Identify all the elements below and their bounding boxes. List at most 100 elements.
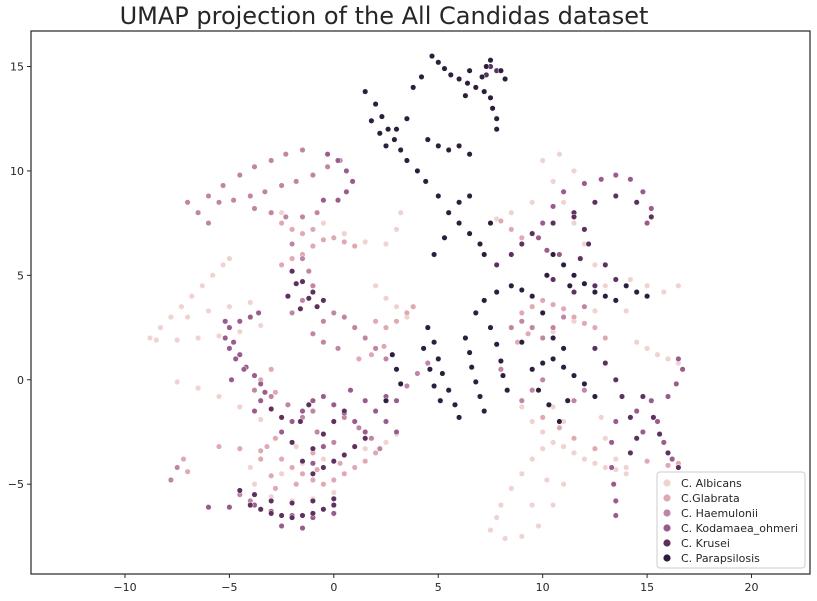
scatter-point (251, 491, 258, 498)
scatter-point (257, 322, 264, 329)
scatter-point (518, 403, 525, 410)
scatter-point (382, 355, 390, 362)
scatter-point (497, 67, 504, 74)
scatter-point (529, 502, 536, 509)
scatter-point (612, 192, 619, 200)
scatter-point (529, 230, 536, 237)
scatter-point (456, 199, 463, 206)
legend-label: C. Haemulonii (681, 507, 758, 520)
scatter-point (351, 324, 358, 331)
scatter-point (648, 397, 655, 404)
scatter-point (299, 408, 306, 415)
y-tick-label: −5 (8, 478, 24, 491)
scatter-point (602, 435, 609, 442)
legend-label: C. Kodamaea_ohmeri (681, 522, 798, 535)
scatter-point (591, 460, 598, 467)
scatter-point (560, 481, 567, 488)
scatter-point (456, 75, 463, 83)
scatter-point (608, 439, 615, 446)
scatter-point (602, 282, 609, 289)
scatter-point (447, 71, 454, 78)
scatter-point (362, 435, 369, 442)
scatter-point (556, 251, 563, 258)
scatter-point (236, 487, 243, 494)
scatter-point (334, 345, 342, 352)
scatter-point (257, 397, 264, 404)
scatter-point (314, 209, 321, 216)
scatter-point (462, 92, 469, 99)
scatter-point (240, 366, 248, 373)
scatter-point (570, 289, 578, 296)
scatter-point (539, 297, 546, 304)
scatter-point (251, 163, 258, 170)
scatter-point (648, 205, 655, 212)
scatter-point (581, 456, 588, 463)
scatter-point (236, 445, 243, 452)
scatter-point (487, 324, 494, 331)
scatter-point (251, 481, 258, 488)
scatter-point (529, 303, 536, 310)
scatter-point (278, 470, 285, 477)
scatter-point (293, 178, 300, 185)
scatter-point (656, 431, 663, 438)
scatter-point (543, 272, 550, 279)
scatter-point (539, 414, 546, 421)
scatter-point (389, 351, 396, 358)
legend-frame (656, 471, 806, 569)
scatter-point (437, 397, 444, 404)
scatter-point (633, 339, 640, 346)
scatter-point (499, 372, 507, 379)
scatter-point (660, 439, 667, 446)
scatter-point (293, 280, 300, 287)
scatter-point (257, 380, 264, 387)
scatter-point (518, 240, 525, 248)
scatter-point (581, 320, 588, 327)
scatter-point (518, 533, 525, 540)
scatter-point (550, 220, 557, 227)
scatter-point (612, 297, 619, 304)
scatter-point (428, 53, 436, 60)
scatter-point (195, 334, 202, 342)
scatter-point (472, 84, 479, 91)
x-tick-label: 10 (536, 581, 550, 594)
scatter-point (435, 192, 442, 200)
scatter-point (518, 397, 525, 404)
scatter-point (466, 192, 473, 200)
scatter-point (644, 345, 651, 352)
scatter-point (497, 502, 504, 509)
scatter-point (539, 309, 546, 316)
scatter-point (368, 435, 375, 442)
scatter-point (209, 272, 216, 279)
scatter-point (226, 303, 233, 310)
scatter-point (608, 464, 615, 471)
scatter-point (378, 113, 385, 120)
scatter-point (289, 240, 296, 248)
scatter-point (564, 397, 571, 404)
scatter-point (556, 151, 563, 158)
scatter-point (464, 80, 471, 87)
scatter-point (341, 314, 348, 321)
scatter-point (215, 393, 223, 400)
scatter-point (591, 393, 598, 400)
scatter-point (261, 389, 268, 396)
x-tick-label: −10 (113, 581, 136, 594)
scatter-point (529, 293, 536, 300)
scatter-point (481, 251, 488, 258)
scatter-point (372, 408, 379, 415)
legend: C. Albicans C.Glabrata C. Haemulonii C. Kod… (656, 471, 806, 569)
scatter-point (362, 445, 369, 452)
scatter-point (289, 439, 296, 446)
scatter-point (489, 105, 496, 112)
scatter-point (309, 408, 316, 415)
scatter-point (393, 318, 400, 325)
scatter-point (539, 445, 546, 452)
scatter-point (664, 449, 672, 456)
scatter-point (481, 408, 488, 415)
scatter-point (320, 236, 327, 243)
scatter-point (585, 240, 592, 248)
scatter-point (347, 387, 354, 394)
scatter-point (539, 157, 546, 164)
scatter-point (591, 282, 598, 289)
scatter-point (508, 209, 515, 216)
